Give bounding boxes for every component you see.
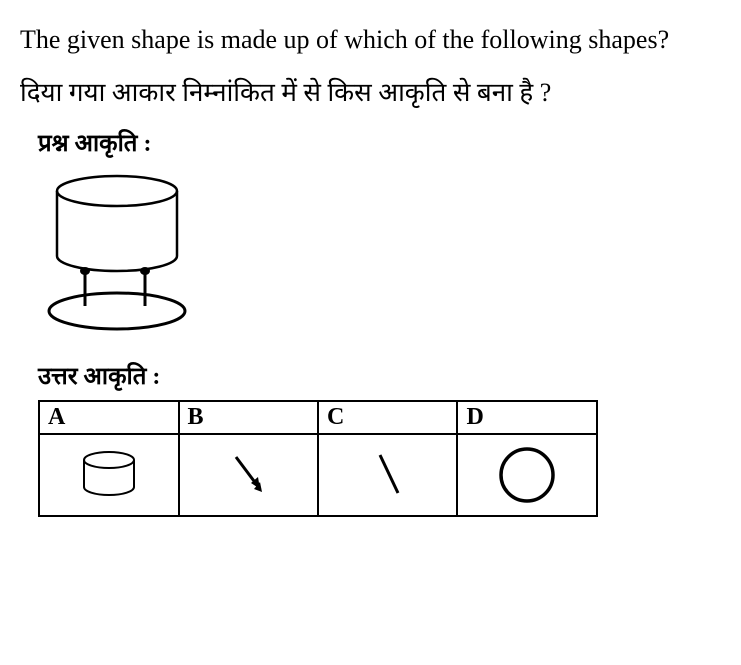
option-header-a: A — [39, 401, 179, 434]
question-figure-label: प्रश्न आकृति : — [38, 126, 721, 159]
table-row — [39, 434, 597, 516]
option-header-c: C — [318, 401, 457, 434]
circle-icon — [492, 440, 562, 510]
question-figure — [45, 171, 721, 351]
question-text-hindi: दिया गया आकार निम्नांकित में से किस आकृत… — [20, 72, 721, 114]
line-icon — [358, 445, 418, 505]
arrow-line-icon — [218, 445, 278, 505]
main-shape-icon — [45, 171, 205, 346]
option-cell-b — [179, 434, 318, 516]
answer-figure-label: उत्तर आकृति : — [38, 359, 721, 392]
question-text-english: The given shape is made up of which of t… — [20, 15, 721, 64]
option-cell-c — [318, 434, 457, 516]
small-cylinder-icon — [74, 445, 144, 505]
option-cell-a — [39, 434, 179, 516]
option-cell-d — [457, 434, 597, 516]
table-header-row: A B C D — [39, 401, 597, 434]
option-header-b: B — [179, 401, 318, 434]
answer-options-table: A B C D — [38, 400, 598, 517]
option-header-d: D — [457, 401, 597, 434]
